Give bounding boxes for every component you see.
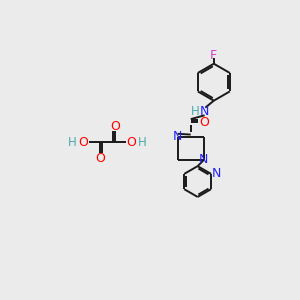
Text: N: N [173, 130, 182, 143]
Text: N: N [199, 154, 208, 166]
Text: O: O [200, 116, 209, 129]
Text: O: O [79, 136, 88, 149]
Text: H: H [190, 105, 199, 118]
Text: N: N [200, 105, 209, 118]
Text: O: O [95, 152, 105, 165]
Text: O: O [127, 136, 136, 149]
Text: N: N [212, 167, 221, 180]
Text: F: F [210, 49, 218, 62]
Text: H: H [68, 136, 77, 149]
Text: O: O [110, 120, 120, 133]
Text: H: H [138, 136, 147, 149]
